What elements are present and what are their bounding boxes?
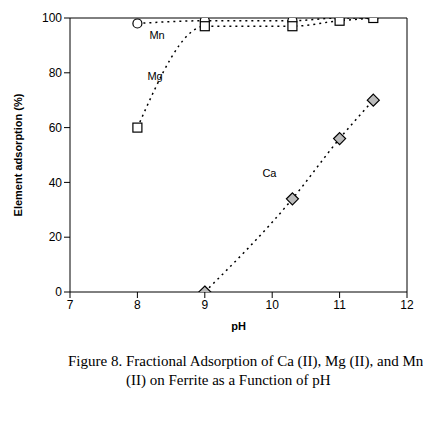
html-text:Figure 8. Fractional Adsorptio: Figure 8. Fractional Adsorption of Ca (I…	[68, 353, 424, 388]
svg-text:80: 80	[49, 66, 63, 80]
svg-text:20: 20	[49, 230, 63, 244]
svg-text:8: 8	[134, 298, 141, 312]
svg-text:0: 0	[55, 285, 62, 299]
svg-text:Ca: Ca	[262, 167, 277, 179]
svg-text:100: 100	[42, 11, 62, 25]
svg-text:11: 11	[333, 298, 346, 312]
svg-text:Mg: Mg	[147, 70, 162, 82]
svg-text:60: 60	[49, 121, 63, 135]
svg-text:40: 40	[49, 176, 63, 190]
svg-text:10: 10	[266, 298, 280, 312]
svg-text:pH: pH	[231, 320, 246, 332]
svg-text:Mn: Mn	[149, 29, 164, 41]
svg-text:Element adsorption (%): Element adsorption (%)	[12, 93, 24, 216]
svg-text:9: 9	[201, 298, 208, 312]
svg-text:7: 7	[67, 298, 74, 312]
svg-text:12: 12	[400, 298, 414, 312]
